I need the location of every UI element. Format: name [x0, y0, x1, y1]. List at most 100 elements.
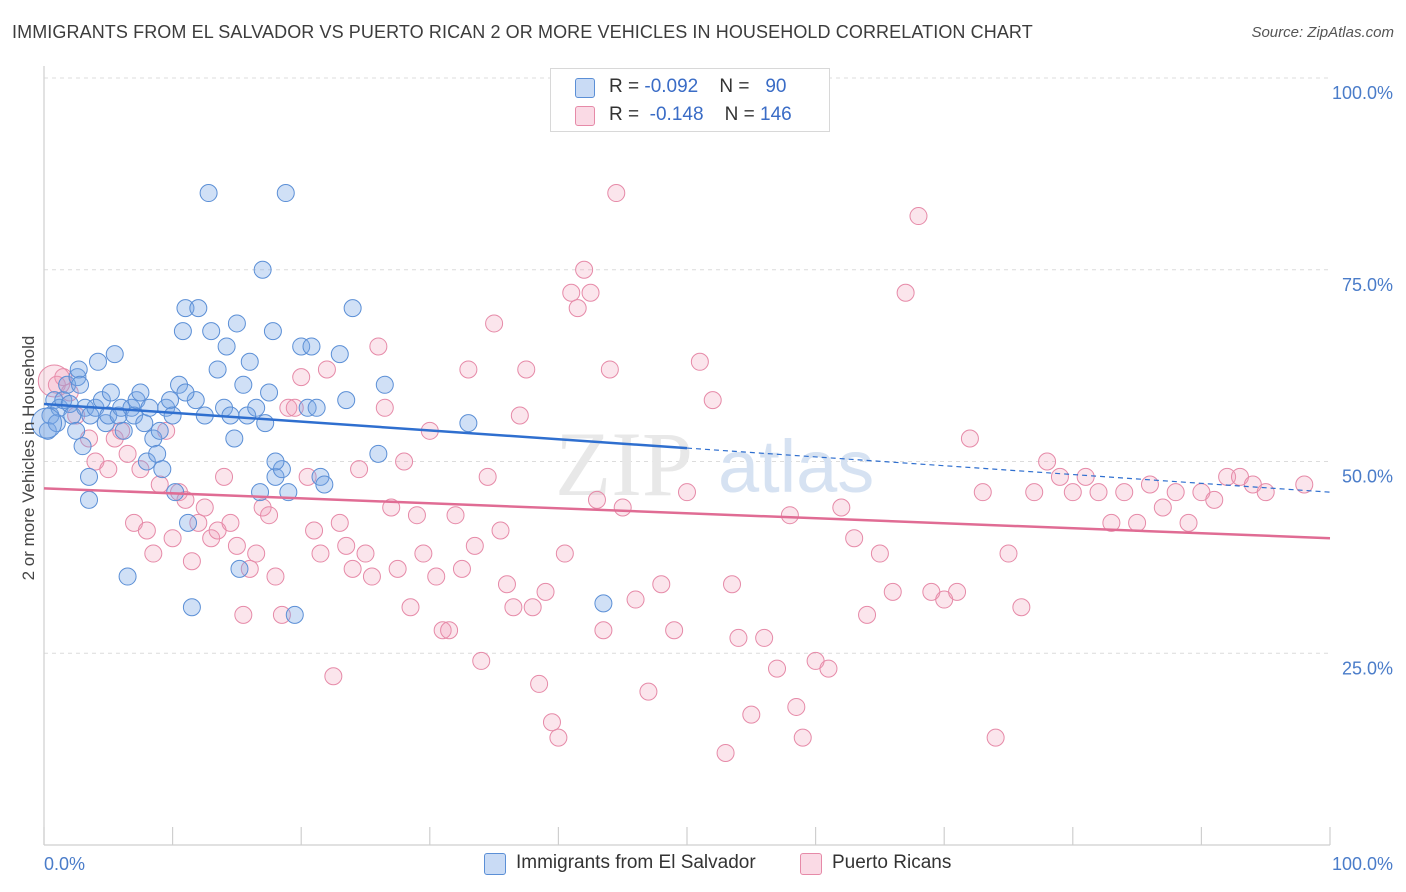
pink-point	[999, 544, 1018, 563]
pink-point	[298, 467, 317, 486]
pink-point	[600, 360, 619, 379]
pink-point	[1050, 467, 1069, 486]
pink-point	[1128, 513, 1147, 532]
pink-point	[1063, 483, 1082, 502]
pink-point	[478, 467, 497, 486]
pink-point	[99, 460, 118, 479]
pink-point	[883, 582, 902, 601]
pink-point	[1295, 475, 1314, 494]
pink-point	[562, 283, 581, 302]
pink-point	[465, 536, 484, 555]
pink-point	[626, 590, 645, 609]
pink-point	[1102, 513, 1121, 532]
legend-text-blue: R = -0.092 N = 90	[609, 76, 786, 98]
pink-point	[485, 314, 504, 333]
pink-point	[870, 544, 889, 563]
pink-point	[253, 498, 272, 517]
pink-point	[909, 207, 928, 226]
pink-point	[575, 260, 594, 279]
pink-point	[845, 529, 864, 548]
pink-point	[523, 598, 542, 617]
trend-lines	[43, 402, 1331, 540]
chart-source: Source: ZipAtlas.com	[1251, 24, 1394, 41]
blue-point	[276, 184, 295, 203]
blue-point	[337, 391, 356, 410]
blue-point	[114, 421, 133, 440]
pink-point	[581, 283, 600, 302]
pink-point	[189, 513, 208, 532]
pink-point	[960, 429, 979, 448]
pink-point	[452, 559, 471, 578]
pink-point	[542, 713, 561, 732]
pink-point	[144, 544, 163, 563]
pink-point	[819, 659, 838, 678]
blue-point	[101, 383, 120, 402]
legend-n-label: N =	[719, 76, 755, 97]
pink-point	[202, 529, 221, 548]
blue-point	[315, 475, 334, 494]
pink-point	[986, 728, 1005, 747]
blue-point	[227, 314, 246, 333]
blue-point	[80, 490, 99, 509]
blue-point	[260, 383, 279, 402]
pink-point	[517, 360, 536, 379]
pink-point	[755, 628, 774, 647]
blue-point	[199, 184, 218, 203]
blue-point	[137, 452, 156, 471]
blue-point	[144, 429, 163, 448]
blue-point	[150, 421, 169, 440]
chart-title: IMMIGRANTS FROM EL SALVADOR VS PUERTO RI…	[12, 22, 1033, 42]
pink-point	[1076, 467, 1095, 486]
blue-point	[176, 383, 195, 402]
legend-r-label: R =	[609, 76, 645, 97]
blue-point	[256, 414, 275, 433]
pink-point	[427, 567, 446, 586]
pink-point	[613, 498, 632, 517]
bottom-legend-label-blue: Immigrants from El Salvador	[516, 852, 756, 873]
correlation-legend: R = -0.092 N = 90 R = -0.148 N = 146	[550, 68, 830, 132]
pink-point	[1115, 483, 1134, 502]
blue-point	[161, 391, 180, 410]
pink-point	[1012, 598, 1031, 617]
blue-point	[240, 352, 259, 371]
pink-point	[195, 498, 214, 517]
blue-point	[38, 421, 57, 440]
blue-point	[247, 398, 266, 417]
pink-point	[247, 544, 266, 563]
blue-point	[69, 360, 88, 379]
pink-point	[832, 498, 851, 517]
pink-point	[742, 705, 761, 724]
blue-point	[253, 260, 272, 279]
pink-point	[555, 544, 574, 563]
blue-point	[89, 352, 108, 371]
pink-point	[221, 513, 240, 532]
pink-point	[504, 598, 523, 617]
x-tick-label: 0.0%	[44, 854, 85, 874]
pink-point	[150, 475, 169, 494]
bottom-legend-swatch-pink	[800, 853, 822, 875]
axes	[43, 66, 1331, 846]
x-tick-label: 100.0%	[1332, 854, 1393, 874]
pink-point	[137, 521, 156, 540]
blue-point	[131, 383, 150, 402]
blue-point	[140, 398, 159, 417]
pink-point	[388, 559, 407, 578]
pink-point	[973, 483, 992, 502]
pink-point	[279, 398, 298, 417]
pink-point	[568, 299, 587, 318]
y-tick-label: 50.0%	[1342, 467, 1393, 487]
pink-point	[118, 444, 137, 463]
blue-point	[179, 513, 198, 532]
blue-point	[238, 406, 257, 425]
series-el-salvador-points	[31, 184, 613, 624]
pink-point	[337, 536, 356, 555]
y-tick-label: 25.0%	[1342, 658, 1393, 678]
pink-point	[330, 513, 349, 532]
pink-point	[1166, 483, 1185, 502]
blue-point	[80, 467, 99, 486]
pink-point	[549, 728, 568, 747]
pink-point	[215, 467, 234, 486]
tick-labels: 25.0% 50.0% 75.0% 100.0% 0.0% 100.0%	[44, 83, 1393, 874]
blue-point	[31, 407, 63, 439]
